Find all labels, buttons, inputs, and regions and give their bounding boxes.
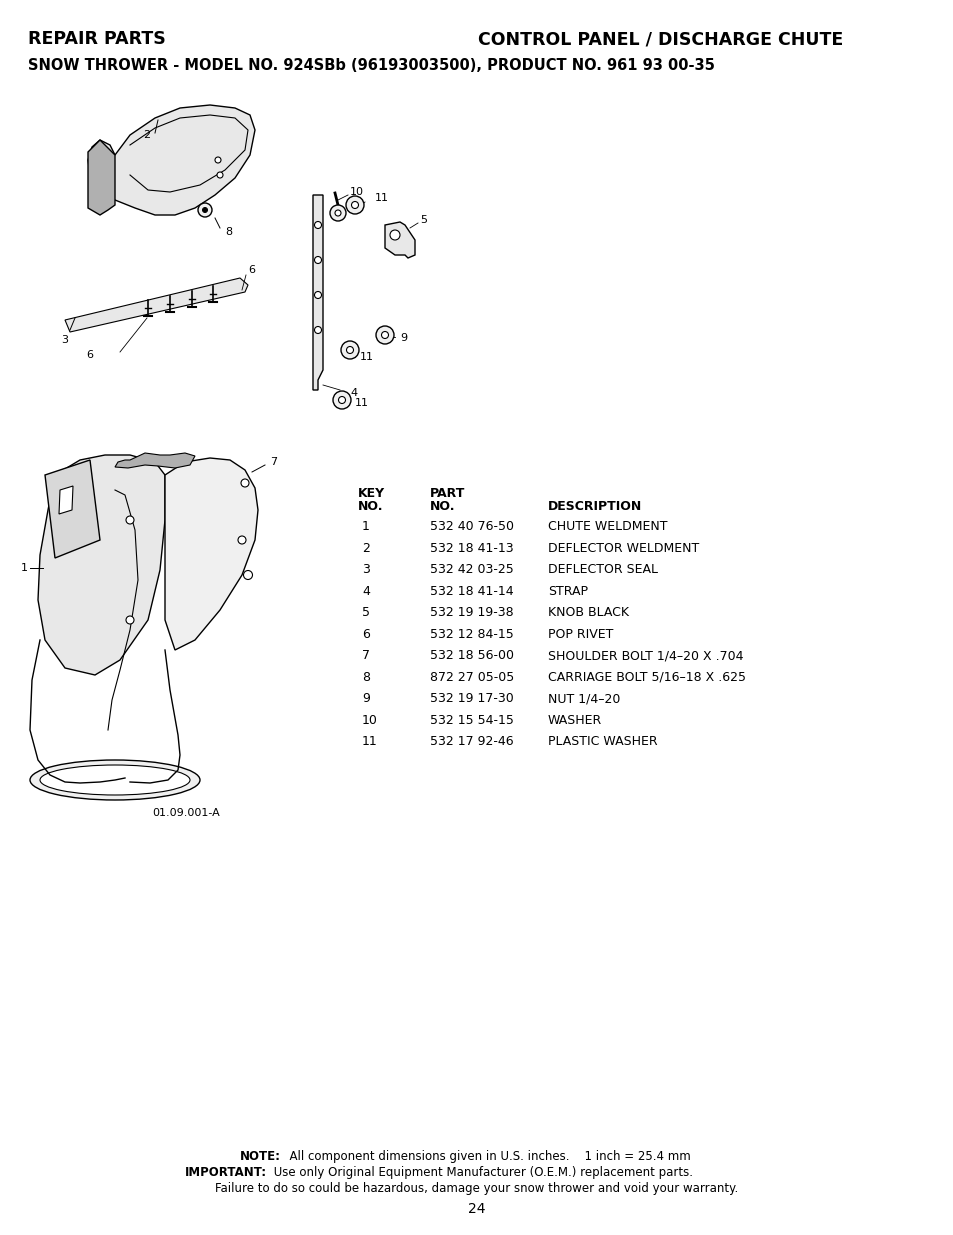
Polygon shape [88,140,115,215]
Text: 532 17 92-46: 532 17 92-46 [430,735,513,748]
Text: 4: 4 [350,388,356,398]
Circle shape [335,210,340,216]
Text: Use only Original Equipment Manufacturer (O.E.M.) replacement parts.: Use only Original Equipment Manufacturer… [270,1166,692,1179]
Circle shape [346,347,354,353]
Text: 6: 6 [361,627,370,641]
Text: 532 12 84-15: 532 12 84-15 [430,627,514,641]
Text: 01.09.001-A: 01.09.001-A [152,808,219,818]
Circle shape [390,230,399,240]
Circle shape [381,331,388,338]
Circle shape [351,201,358,209]
Text: CHUTE WELDMENT: CHUTE WELDMENT [547,520,667,534]
Text: 2: 2 [361,541,370,555]
Text: 532 42 03-25: 532 42 03-25 [430,563,514,576]
Text: 11: 11 [359,352,374,362]
Text: 24: 24 [468,1202,485,1216]
Polygon shape [385,222,415,258]
Text: 10: 10 [350,186,364,198]
Polygon shape [165,458,257,650]
Circle shape [375,326,394,345]
Circle shape [243,571,253,579]
Circle shape [338,396,345,404]
Text: 6: 6 [248,266,254,275]
Text: 11: 11 [375,193,389,203]
Circle shape [314,257,321,263]
Polygon shape [59,487,73,514]
Circle shape [198,203,212,217]
Circle shape [314,326,321,333]
Polygon shape [88,105,254,215]
Text: All component dimensions given in U.S. inches.    1 inch = 25.4 mm: All component dimensions given in U.S. i… [282,1150,690,1163]
Text: 9: 9 [361,692,370,705]
Circle shape [241,479,249,487]
Text: PART: PART [430,487,465,500]
Text: 10: 10 [361,714,377,726]
Text: 5: 5 [419,215,427,225]
Text: DEFLECTOR SEAL: DEFLECTOR SEAL [547,563,658,576]
Text: 532 18 41-13: 532 18 41-13 [430,541,513,555]
Text: SHOULDER BOLT 1/4–20 X .704: SHOULDER BOLT 1/4–20 X .704 [547,650,742,662]
Circle shape [346,196,364,214]
Text: 532 40 76-50: 532 40 76-50 [430,520,514,534]
Circle shape [314,291,321,299]
Text: WASHER: WASHER [547,714,601,726]
Circle shape [330,205,346,221]
Text: REPAIR PARTS: REPAIR PARTS [28,30,166,48]
Text: 9: 9 [399,333,407,343]
Circle shape [126,516,133,524]
Ellipse shape [30,760,200,800]
Text: PLASTIC WASHER: PLASTIC WASHER [547,735,657,748]
Circle shape [340,341,358,359]
Text: 532 19 17-30: 532 19 17-30 [430,692,514,705]
Polygon shape [313,195,323,390]
Text: 6: 6 [87,350,93,359]
Text: 7: 7 [361,650,370,662]
Polygon shape [65,278,248,332]
Text: CARRIAGE BOLT 5/16–18 X .625: CARRIAGE BOLT 5/16–18 X .625 [547,671,745,683]
Text: NOTE:: NOTE: [240,1150,281,1163]
Text: 11: 11 [361,735,377,748]
Text: KNOB BLACK: KNOB BLACK [547,606,628,619]
Circle shape [216,172,223,178]
Circle shape [314,221,321,228]
Text: 5: 5 [361,606,370,619]
Text: 7: 7 [270,457,276,467]
Circle shape [333,391,351,409]
Text: NO.: NO. [430,500,455,513]
Polygon shape [38,454,165,676]
Text: 4: 4 [361,584,370,598]
Circle shape [214,157,221,163]
Text: NO.: NO. [357,500,383,513]
Text: 8: 8 [361,671,370,683]
Text: NUT 1/4–20: NUT 1/4–20 [547,692,619,705]
Text: STRAP: STRAP [547,584,587,598]
Text: SNOW THROWER - MODEL NO. 924SBb (96193003500), PRODUCT NO. 961 93 00-35: SNOW THROWER - MODEL NO. 924SBb (9619300… [28,58,714,73]
Polygon shape [45,459,100,558]
Text: POP RIVET: POP RIVET [547,627,613,641]
Circle shape [202,207,208,212]
Text: 1: 1 [361,520,370,534]
Ellipse shape [40,764,190,795]
Text: 8: 8 [225,227,232,237]
Text: 532 18 41-14: 532 18 41-14 [430,584,513,598]
Text: IMPORTANT:: IMPORTANT: [185,1166,267,1179]
Text: DEFLECTOR WELDMENT: DEFLECTOR WELDMENT [547,541,699,555]
Text: 1: 1 [21,563,28,573]
Text: 872 27 05-05: 872 27 05-05 [430,671,514,683]
Text: 3: 3 [61,335,69,345]
Text: KEY: KEY [357,487,385,500]
Text: Failure to do so could be hazardous, damage your snow thrower and void your warr: Failure to do so could be hazardous, dam… [215,1182,738,1195]
Text: 532 18 56-00: 532 18 56-00 [430,650,514,662]
Circle shape [126,616,133,624]
Text: 532 19 19-38: 532 19 19-38 [430,606,513,619]
Circle shape [237,536,246,543]
Text: 2: 2 [143,130,150,140]
Text: 3: 3 [361,563,370,576]
Text: CONTROL PANEL / DISCHARGE CHUTE: CONTROL PANEL / DISCHARGE CHUTE [477,30,842,48]
Polygon shape [115,453,194,468]
Text: 532 15 54-15: 532 15 54-15 [430,714,514,726]
Text: DESCRIPTION: DESCRIPTION [547,500,641,513]
Text: 11: 11 [355,398,369,408]
